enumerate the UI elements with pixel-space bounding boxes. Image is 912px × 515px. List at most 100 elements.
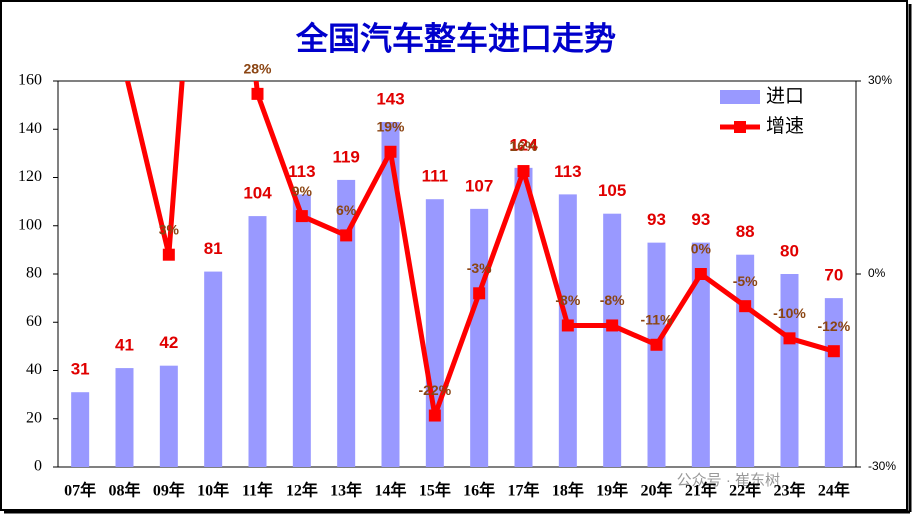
line-marker xyxy=(251,87,264,100)
bar-label: 113 xyxy=(288,162,315,181)
line-marker xyxy=(517,165,530,178)
line-marker xyxy=(428,409,441,422)
y-tick-label: 120 xyxy=(18,168,42,185)
x-tick-label: 24年 xyxy=(818,481,850,500)
x-tick-label: 14年 xyxy=(374,481,406,500)
chart-title: 全国汽车整车进口走势 xyxy=(295,20,616,56)
y-tick-label: 20 xyxy=(26,409,42,426)
bar xyxy=(248,216,267,467)
y-tick-label: 100 xyxy=(18,216,42,233)
bar xyxy=(824,298,843,467)
line-marker xyxy=(827,345,840,358)
line-marker xyxy=(783,332,796,345)
bar-label: 93 xyxy=(647,210,666,229)
bar xyxy=(425,199,444,467)
legend-label: 增速 xyxy=(766,115,804,137)
line-label: 0% xyxy=(691,241,712,257)
bar xyxy=(780,274,799,467)
line-marker xyxy=(295,210,308,223)
y2-tick-label: 0% xyxy=(868,266,886,280)
bar-label: 104 xyxy=(243,184,272,203)
bar-label: 70 xyxy=(824,266,843,285)
bar-label: 31 xyxy=(71,360,90,379)
bar xyxy=(115,368,134,467)
bar-label: 111 xyxy=(422,167,449,186)
line-marker xyxy=(340,229,353,242)
line-marker xyxy=(606,319,619,332)
x-tick-label: 20年 xyxy=(640,481,672,500)
legend-swatch xyxy=(734,121,746,133)
bar-label: 113 xyxy=(554,162,581,181)
line-label: -12% xyxy=(817,318,850,334)
y-tick-label: 80 xyxy=(26,265,42,282)
bar xyxy=(381,122,400,467)
bar-label: 88 xyxy=(736,222,755,241)
bar-label: 41 xyxy=(115,336,134,355)
bar-label: 119 xyxy=(332,147,359,166)
bar-label: 143 xyxy=(376,89,404,108)
x-tick-label: 07年 xyxy=(64,481,96,500)
bar-label: 80 xyxy=(780,241,799,260)
line-marker xyxy=(739,300,752,313)
line-label: -22% xyxy=(418,382,451,398)
y-tick-label: 0 xyxy=(34,458,42,475)
legend-label: 进口 xyxy=(766,85,804,107)
line-label: 19% xyxy=(376,118,405,134)
y-tick-label: 60 xyxy=(26,313,42,330)
bar xyxy=(603,213,622,467)
plot-clip xyxy=(71,81,843,467)
y-tick-label: 140 xyxy=(18,120,42,137)
line-marker xyxy=(650,338,663,351)
line-marker xyxy=(561,319,574,332)
x-tick-label: 09年 xyxy=(153,481,185,500)
x-tick-label: 17年 xyxy=(507,481,539,500)
bar xyxy=(292,194,311,467)
line-label: 16% xyxy=(509,138,538,154)
line-label: -11% xyxy=(641,311,673,327)
bar xyxy=(470,208,489,467)
bar-label: 124 xyxy=(509,135,538,154)
line-label: 28% xyxy=(243,61,272,77)
x-tick-label: 15年 xyxy=(419,481,451,500)
x-tick-label: 10年 xyxy=(197,481,229,500)
y-tick-label: 40 xyxy=(26,361,42,378)
bar xyxy=(691,242,710,467)
line-marker xyxy=(694,268,707,280)
x-tick-label: 18年 xyxy=(552,481,584,500)
y2-tick-label: 30% xyxy=(868,73,892,87)
bar-label: 81 xyxy=(204,239,223,258)
line-label: -8% xyxy=(600,292,625,308)
bar-label: 105 xyxy=(598,181,626,200)
bar xyxy=(204,271,223,467)
y-tick-label: 160 xyxy=(18,72,42,89)
line-label: -5% xyxy=(733,273,758,289)
watermark: 公众号 · 崔东树 xyxy=(677,472,780,489)
x-tick-label: 23年 xyxy=(773,481,805,500)
line-marker xyxy=(473,287,486,300)
bar xyxy=(337,179,356,467)
legend-swatch xyxy=(720,90,760,104)
line-marker xyxy=(384,145,397,158)
y2-tick-label: -30% xyxy=(868,459,896,473)
x-tick-label: 21年 xyxy=(685,481,717,500)
bar-label: 107 xyxy=(465,176,493,195)
line-label: -3% xyxy=(467,260,492,276)
x-tick-label: 19年 xyxy=(596,481,628,500)
line-label: -10% xyxy=(773,305,806,321)
x-tick-label: 08年 xyxy=(108,481,140,500)
line-label: 6% xyxy=(336,202,357,218)
bar xyxy=(159,365,178,467)
bar xyxy=(647,242,666,467)
bar xyxy=(71,392,90,467)
line-label: 9% xyxy=(292,183,313,199)
x-tick-label: 13年 xyxy=(330,481,362,500)
x-tick-label: 12年 xyxy=(286,481,318,500)
line-marker xyxy=(162,248,175,261)
line-label: 3% xyxy=(159,221,180,237)
x-tick-label: 16年 xyxy=(463,481,495,500)
bar-label: 93 xyxy=(691,210,710,229)
x-tick-label: 11年 xyxy=(242,481,273,500)
x-tick-label: 22年 xyxy=(729,481,761,500)
